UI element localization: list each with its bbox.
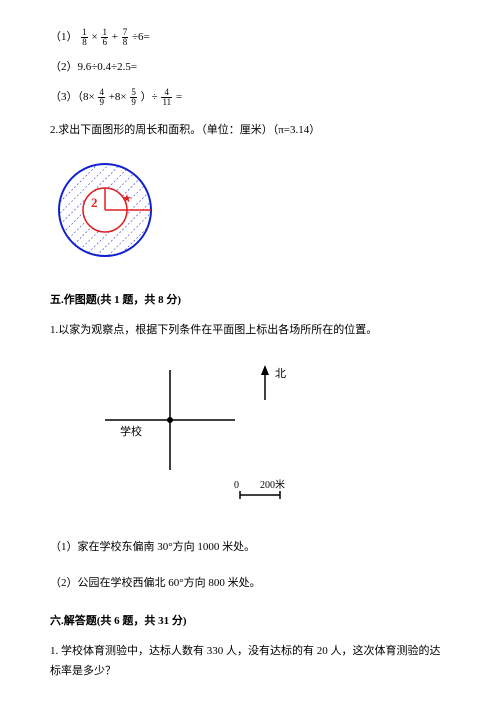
section5-title: 五.作图题(共 1 题，共 8 分) [50, 291, 450, 311]
sec6-q1: 1. 学校体育测验中，达标人数有 330 人，没有达标的有 20 人，这次体育测… [50, 642, 450, 682]
north-label: 北 [275, 367, 286, 380]
sec5-sub2: （2）公园在学校西偏北 60°方向 800 米处。 [50, 574, 450, 594]
frac-4-9a: 49 [98, 88, 105, 107]
op2: + [112, 31, 121, 43]
op1: × [92, 31, 101, 43]
circle-diagram: 2 ★ [50, 155, 450, 273]
q1p3-prefix: （3）（8× [50, 91, 97, 103]
op4: +8× [109, 91, 130, 103]
q1-part1: （1） 18 × 16 + 78 ÷6= [50, 28, 450, 48]
q1p1-prefix: （1） [50, 31, 78, 43]
op3: ÷6= [132, 31, 150, 43]
op5: ）÷ [141, 91, 161, 103]
scale-200: 200米 [260, 478, 285, 491]
sec5-sub1: （1）家在学校东偏南 30°方向 1000 米处。 [50, 538, 450, 558]
circle-svg: 2 ★ [50, 155, 160, 265]
frac-1-8: 18 [81, 28, 88, 47]
sec5-q: 1.以家为观察点，根据下列条件在平面图上标出各场所所在的位置。 [50, 321, 450, 341]
op6: = [176, 91, 182, 103]
frac-1-6: 16 [101, 28, 108, 47]
q1-part3: （3）（8× 49 +8× 59 ）÷ 411 = [50, 88, 450, 108]
q2-text: 2.求出下面图形的周长和面积。（单位：厘米）（π=3.14） [50, 121, 450, 141]
section6-title: 六.解答题(共 6 题，共 31 分) [50, 612, 450, 632]
map-diagram: 北 学校 0 200米 [50, 355, 450, 523]
star-icon: ★ [122, 193, 132, 205]
scale-0: 0 [234, 480, 239, 491]
radius-label: 2 [91, 195, 98, 210]
frac-5-9: 59 [130, 88, 137, 107]
map-svg: 北 学校 0 200米 [50, 355, 310, 515]
frac-4-11: 411 [161, 88, 172, 107]
frac-7-8: 78 [122, 28, 129, 47]
school-label: 学校 [120, 424, 142, 438]
q1-part2: （2）9.6÷0.4÷2.5= [50, 58, 450, 78]
